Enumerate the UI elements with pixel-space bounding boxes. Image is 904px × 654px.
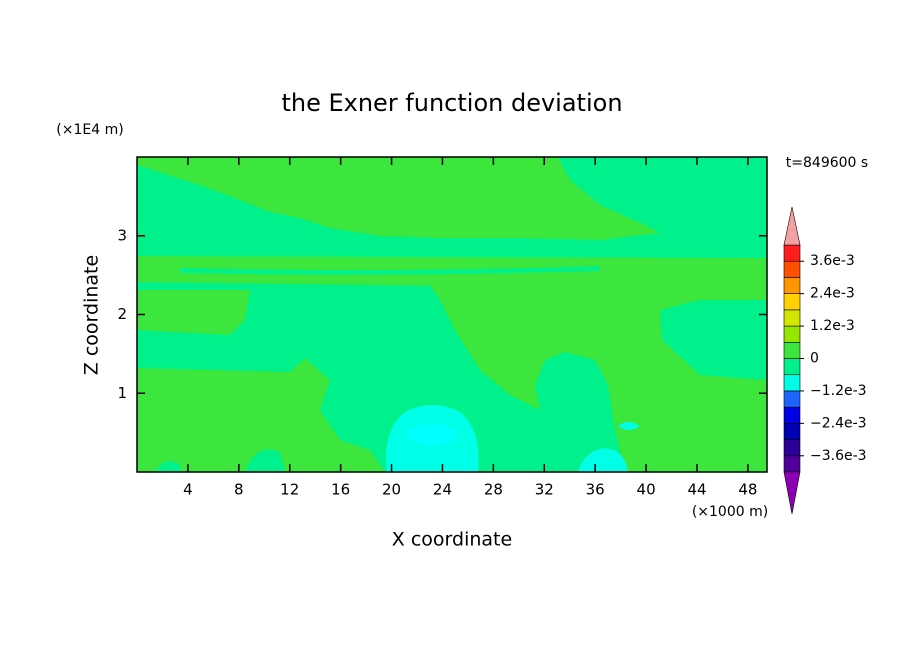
colorbar-box <box>783 455 801 473</box>
x-tick-label: 36 <box>586 481 605 499</box>
contour-region <box>137 358 385 472</box>
colorbar-box <box>783 406 801 424</box>
x-tick-label: 40 <box>637 481 656 499</box>
colorbar-extend-high <box>783 206 801 246</box>
x-tick-label: 28 <box>484 481 503 499</box>
colorbar-box <box>783 374 801 392</box>
colorbar-box <box>783 260 801 278</box>
contour-region <box>578 448 628 472</box>
colorbar-tick-label: 3.6e-3 <box>810 253 855 269</box>
x-unit: (×1000 m) <box>692 504 768 520</box>
time-label: t=849600 s <box>786 155 868 171</box>
colorbar-box <box>783 439 801 457</box>
y-unit: (×1E4 m) <box>56 122 123 138</box>
colorbar-box <box>783 341 801 359</box>
colorbar-box <box>783 325 801 343</box>
colorbar-box <box>783 423 801 440</box>
x-tick-label: 20 <box>382 481 401 499</box>
colorbar-box <box>783 277 801 294</box>
colorbar-box <box>783 244 801 262</box>
contour-field <box>137 157 767 472</box>
colorbar-tick-label: −1.2e-3 <box>810 383 867 399</box>
x-tick-label: 32 <box>535 481 554 499</box>
x-tick-label: 16 <box>331 481 350 499</box>
x-axis-label: X coordinate <box>392 529 512 551</box>
x-tick-label: 44 <box>687 481 706 499</box>
colorbar-tick-label: 1.2e-3 <box>810 318 855 334</box>
contour-region <box>430 285 767 472</box>
contour-region <box>618 422 640 430</box>
contour-region <box>137 290 250 335</box>
y-tick-label: 1 <box>117 384 127 402</box>
colorbar-box <box>783 309 801 327</box>
x-tick-label: 4 <box>183 481 193 499</box>
colorbar-extend-low <box>783 471 801 515</box>
colorbar-tick-label: −2.4e-3 <box>810 415 867 431</box>
x-tick-label: 12 <box>280 481 299 499</box>
x-tick-label: 8 <box>234 481 244 499</box>
x-tick-label: 24 <box>433 481 452 499</box>
y-axis-label: Z coordinate <box>81 255 103 375</box>
y-tick-label: 3 <box>117 226 127 244</box>
colorbar-tick-label: 2.4e-3 <box>810 286 855 302</box>
x-tick-label: 48 <box>738 481 757 499</box>
colorbar-box <box>783 390 801 408</box>
colorbar-tick-label: 0 <box>810 351 819 367</box>
contour-core <box>408 424 456 446</box>
contour-region <box>180 266 600 275</box>
contour-region <box>137 157 660 240</box>
colorbar-box <box>783 358 801 376</box>
colorbar-box <box>783 293 801 311</box>
colorbar-tick-label: −3.6e-3 <box>810 448 867 464</box>
y-tick-label: 2 <box>117 305 127 323</box>
chart-title: the Exner function deviation <box>281 89 622 117</box>
contour-region <box>155 461 182 472</box>
contour-region <box>245 449 285 472</box>
